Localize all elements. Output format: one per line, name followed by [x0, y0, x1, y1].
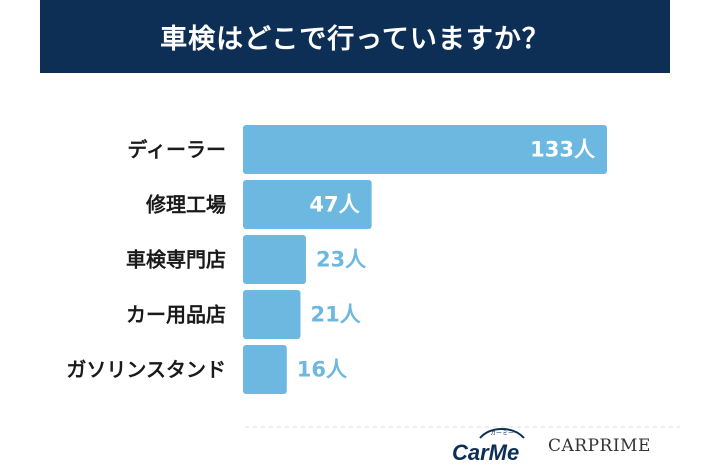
carme-logo: カーミー CarMe: [452, 427, 525, 465]
bar-4: [243, 345, 287, 394]
category-label-0: ディーラー: [127, 138, 226, 162]
category-label-4: ガソリンスタンド: [66, 358, 226, 382]
chart-title-banner: 車検はどこで行っていますか？: [40, 0, 670, 73]
category-label-3: カー用品店: [126, 303, 226, 327]
carme-ruby: カーミー: [490, 430, 514, 437]
value-label-0: 133人: [530, 138, 595, 162]
bar-1: [243, 180, 372, 229]
value-label-2: 23人: [316, 248, 366, 272]
carprime-logo: CARPRIME: [548, 436, 651, 456]
value-label-4: 16人: [297, 358, 347, 382]
bar-2: [243, 235, 306, 284]
category-label-1: 修理工場: [145, 193, 226, 217]
bar-0: [243, 125, 607, 174]
value-label-3: 21人: [310, 303, 360, 327]
category-label-2: 車検専門店: [126, 248, 226, 272]
chart-title: 車検はどこで行っていますか？: [160, 24, 550, 55]
carme-wordmark: CarMe: [452, 440, 519, 465]
value-label-1: 47人: [309, 193, 359, 217]
bar-3: [243, 290, 301, 339]
car-outline-icon: [479, 427, 525, 439]
